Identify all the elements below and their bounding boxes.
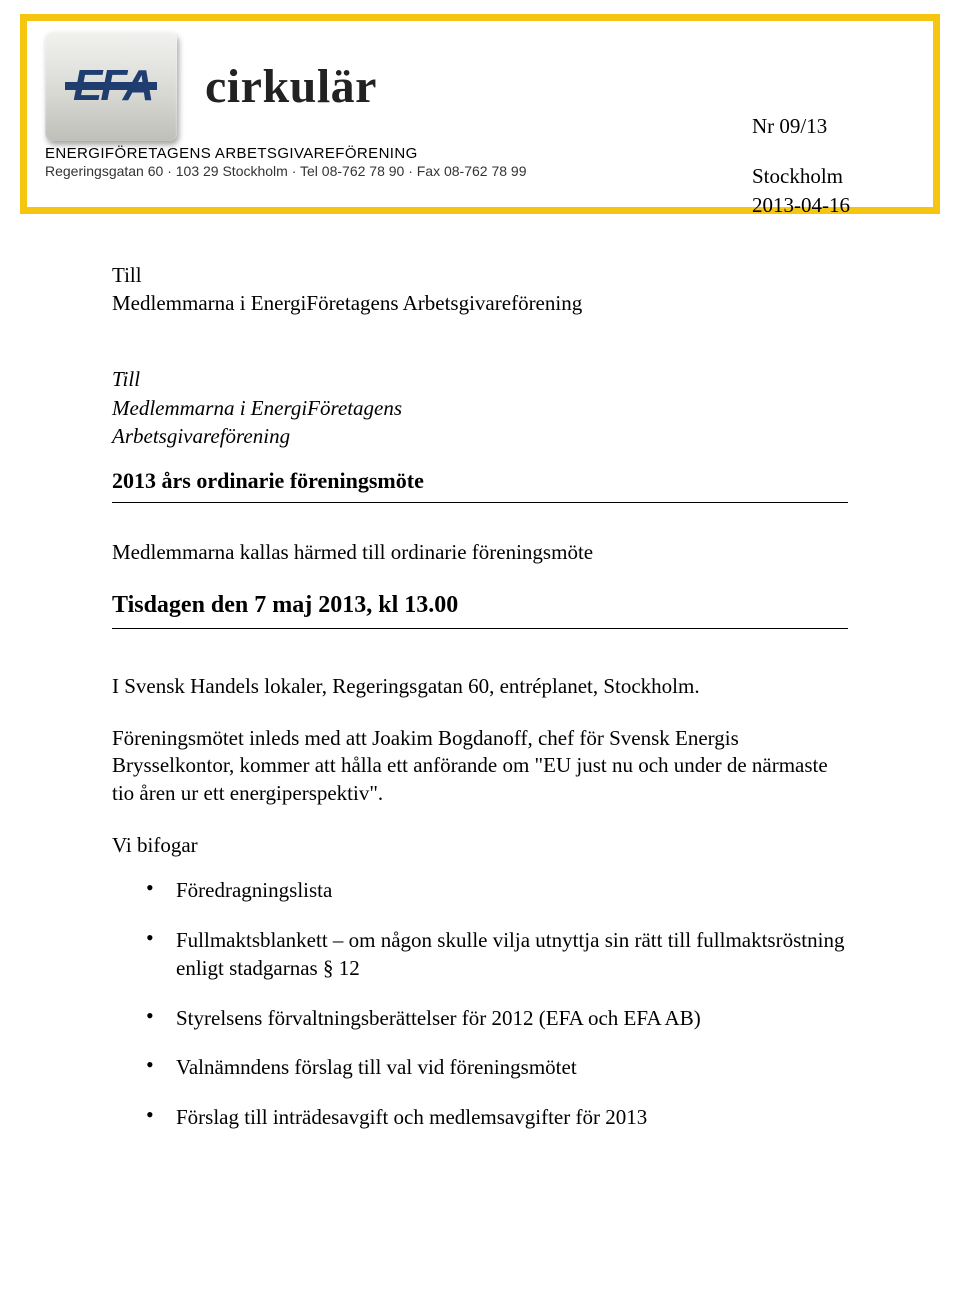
attachments-label: Vi bifogar — [112, 832, 848, 860]
svg-text:EFA: EFA — [73, 61, 153, 110]
recipient-italic: Till Medlemmarna i EnergiFöretagens Arbe… — [112, 365, 848, 450]
document-body: Till Medlemmarna i EnergiFöretagens Arbe… — [0, 214, 960, 1132]
location-para: I Svensk Handels lokaler, Regeringsgatan… — [112, 673, 848, 701]
doc-date: 2013-04-16 — [752, 191, 850, 219]
subject-line: 2013 års ordinarie föreningsmöte — [112, 466, 848, 495]
call-text: Medlemmarna kallas härmed till ordinarie… — [112, 539, 848, 567]
recipient-line1: Till — [112, 262, 848, 290]
recipient-block: Till Medlemmarna i EnergiFöretagens Arbe… — [112, 262, 848, 317]
divider-2 — [112, 628, 848, 629]
list-item: Valnämndens förslag till val vid förenin… — [152, 1054, 848, 1082]
org-name: ENERGIFÖRETAGENS ARBETSGIVAREFÖRENING — [45, 145, 527, 162]
recipient-italic-line2: Medlemmarna i EnergiFöretagens — [112, 394, 848, 422]
cirkulaer-wordmark: cirkulär — [205, 59, 377, 141]
attachments-list: Föredragningslista Fullmaktsblankett – o… — [112, 877, 848, 1131]
list-item: Förslag till inträdesavgift och medlemsa… — [152, 1104, 848, 1132]
intro-para: Föreningsmötet inleds med att Joakim Bog… — [112, 725, 848, 808]
org-info: ENERGIFÖRETAGENS ARBETSGIVAREFÖRENING Re… — [45, 145, 527, 179]
org-address: Regeringsgatan 60 · 103 29 Stockholm · T… — [45, 163, 527, 179]
efa-logo: EFA — [45, 31, 177, 141]
recipient-italic-line1: Till — [112, 365, 848, 393]
doc-number: Nr 09/13 — [752, 112, 850, 140]
doc-city: Stockholm — [752, 162, 850, 190]
divider-1 — [112, 502, 848, 503]
list-item: Föredragningslista — [152, 877, 848, 905]
efa-logo-svg: EFA — [63, 56, 159, 116]
list-item: Styrelsens förvaltningsberättelser för 2… — [152, 1005, 848, 1033]
recipient-italic-line3: Arbetsgivareförening — [112, 422, 848, 450]
list-item: Fullmaktsblankett – om någon skulle vilj… — [152, 927, 848, 982]
meeting-datetime: Tisdagen den 7 maj 2013, kl 13.00 — [112, 590, 848, 622]
document-meta: Nr 09/13 Stockholm 2013-04-16 — [752, 112, 850, 219]
recipient-line2: Medlemmarna i EnergiFöretagens Arbetsgiv… — [112, 290, 848, 318]
